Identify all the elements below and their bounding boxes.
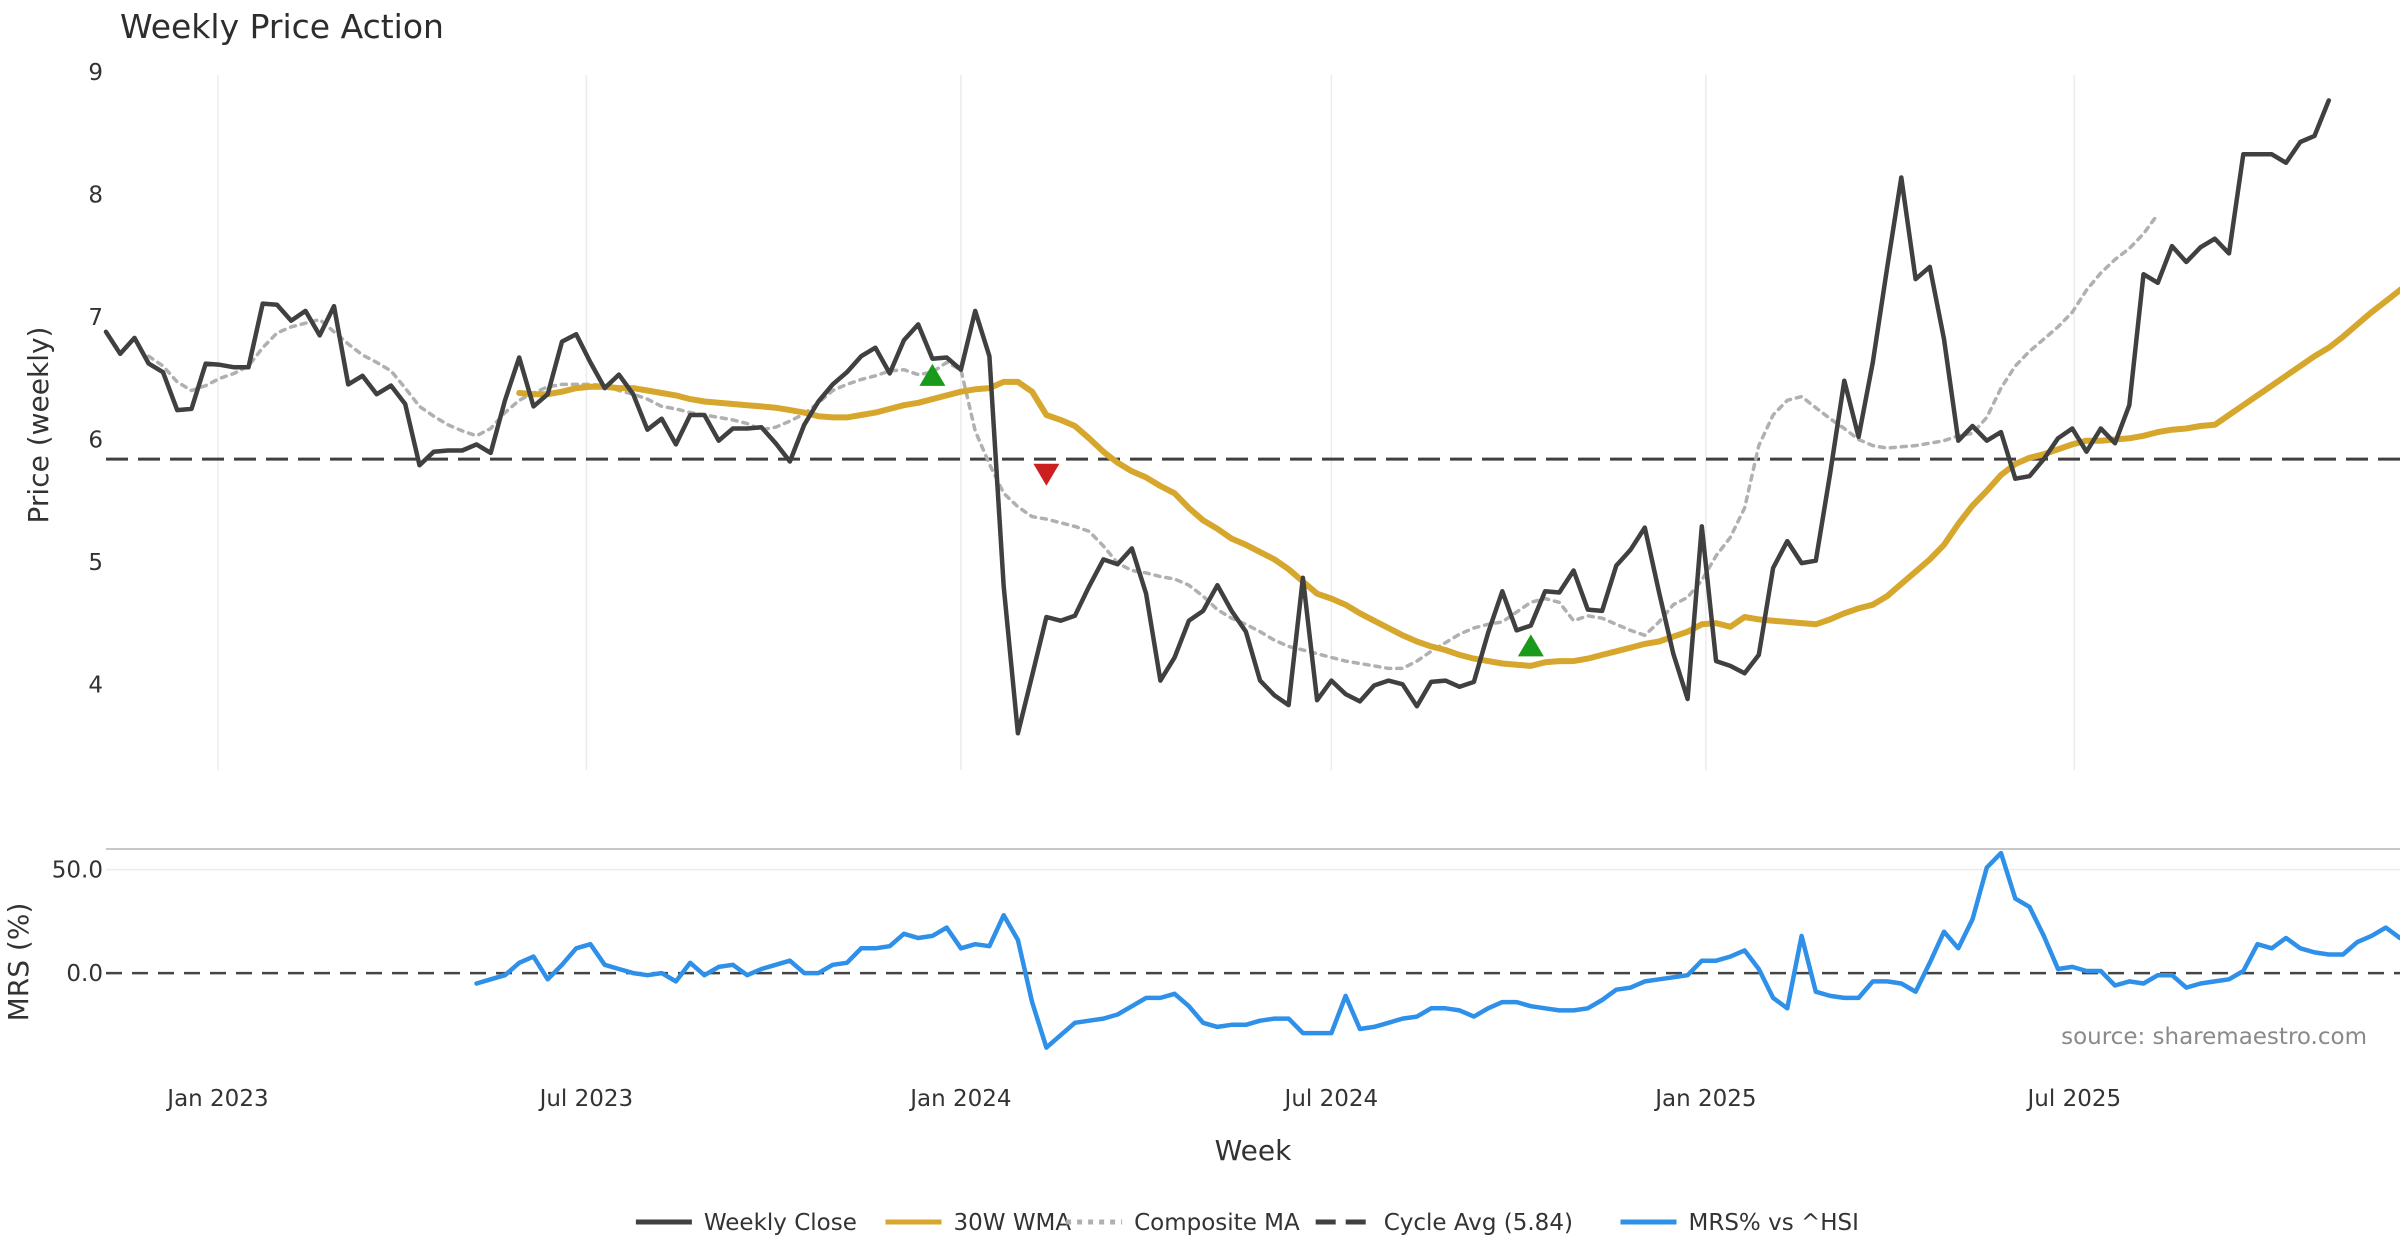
- legend: Weekly Close 30W WMA Composite MA Cycle Avg…: [635, 1210, 1859, 1236]
- buy-signal-marker: [919, 363, 946, 386]
- price-y-tick-label: 5: [88, 550, 103, 576]
- legend-item: 30W WMA: [885, 1210, 1072, 1236]
- x-tick-label: Jan 2024: [908, 1086, 1011, 1112]
- x-tick-label: Jul 2023: [538, 1086, 634, 1112]
- x-axis-ticks: Jan 2023 Jul 2023 Jan 2024 Jul 2024 Jan 2025…: [165, 1086, 2121, 1112]
- price-y-tick-label: 8: [88, 183, 103, 209]
- 30w-wma-line: [516, 286, 2400, 669]
- price-y-tick-label: 6: [88, 427, 103, 453]
- legend-label: Cycle Avg (5.84): [1384, 1210, 1573, 1236]
- composite-ma-line: [146, 212, 2160, 671]
- mrs-y-tick-label: 0.0: [66, 961, 103, 987]
- x-tick-label: Jul 2024: [1283, 1086, 1379, 1112]
- legend-label: Composite MA: [1134, 1210, 1300, 1236]
- chart-title: Weekly Price Action: [120, 7, 444, 46]
- source-credit: source: sharemaestro.com: [2061, 1024, 2367, 1050]
- legend-item: Weekly Close: [635, 1210, 857, 1236]
- x-axis-label: Week: [1215, 1134, 1292, 1167]
- mrs-line: [474, 850, 2400, 1050]
- buy-signal-marker: [1517, 634, 1544, 657]
- x-tick-label: Jan 2025: [1653, 1086, 1756, 1112]
- price-y-axis-ticks: 4 5 6 7 8 9: [88, 60, 103, 698]
- legend-item: MRS% vs ^HSI: [1620, 1210, 1859, 1236]
- legend-item: Composite MA: [1066, 1210, 1300, 1236]
- weekly-close-line: [103, 98, 2332, 736]
- legend-label: MRS% vs ^HSI: [1689, 1210, 1859, 1236]
- legend-item: Cycle Avg (5.84): [1315, 1210, 1573, 1236]
- price-series: [103, 98, 2400, 736]
- signal-markers: [919, 363, 1544, 657]
- mrs-y-axis-label: MRS (%): [2, 903, 35, 1022]
- legend-label: 30W WMA: [954, 1210, 1072, 1236]
- sell-signal-marker: [1033, 463, 1060, 486]
- x-tick-label: Jul 2025: [2026, 1086, 2122, 1112]
- price-y-axis-label: Price (weekly): [22, 327, 55, 524]
- price-y-tick-label: 7: [88, 305, 103, 331]
- price-y-tick-label: 4: [88, 672, 103, 698]
- mrs-y-tick-label: 50.0: [52, 858, 103, 884]
- price-panel-grid: [217, 75, 2076, 770]
- mrs-y-axis-ticks: 0.0 50.0: [52, 858, 103, 987]
- x-tick-label: Jan 2023: [165, 1086, 268, 1112]
- mrs-series: [106, 850, 2400, 1050]
- price-y-tick-label: 9: [88, 60, 103, 86]
- legend-label: Weekly Close: [704, 1210, 857, 1236]
